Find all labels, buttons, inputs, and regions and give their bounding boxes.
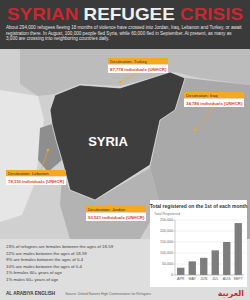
source: Source: United Nations High Commissioner… [65,292,151,296]
callout-label: Destination: Lebanon [8,171,49,176]
grid-line [175,242,244,243]
title: SYRIAN REFUGEE CRISIS [7,5,243,24]
brand-arabic: العربية [218,289,245,298]
callout-text: 34,786 individuals (UNHCR) [186,101,243,106]
map-label: SYRIA [88,134,128,149]
callout-body [6,177,66,186]
demographic-line: 1% females 60+ years of age [6,270,62,275]
brand: AL ARABIYA ENGLISH [6,291,56,296]
y-tick-label: 200,000 [160,229,173,233]
x-axis [175,275,244,276]
grid-line [175,275,244,276]
grid-line [175,264,244,265]
demographic-line: 1% males 60+ years of age [6,277,59,282]
title-word: REFUGEE [78,5,174,24]
callout-header [6,170,66,177]
intro: About 294,000 refugees fleeing 18 months… [6,25,244,42]
callout-body [108,65,168,74]
callout-text: 87,778 individuals (UNHCR) [110,67,167,72]
x-tick-label: AUG [223,277,231,281]
x-tick-label: APR [177,277,185,281]
callout: Destination: Lebanon 78,110 individuals (… [6,149,66,185]
callout: Destination: Jordan 93,521 individuals (U… [86,204,146,221]
grid-line [175,220,244,221]
y-tick-label: 150,000 [160,240,173,244]
callout-dot [119,81,122,84]
chart-background [150,200,247,287]
y-axis-label: Total Registered [154,212,180,216]
callout-body [86,213,146,222]
bar [212,250,219,275]
callout-line [120,73,138,82]
header-band [0,0,250,49]
chart-title: Total registered on the 1st of each mont… [150,203,248,209]
bar [189,261,196,275]
callout-body [184,99,244,108]
demographic-line: 10% are males between the ages of 0-4 [6,264,83,269]
sea [0,90,44,222]
demographic-line: 23% of refugees are females between the … [6,244,114,249]
bar [235,223,242,275]
chart: Total registered on the 1st of each mont… [150,200,248,287]
grid-line [175,253,244,254]
y-axis [175,220,176,275]
x-tick-label: SEPT [234,277,244,281]
y-tick-label: 0 [171,273,173,277]
callout-label: Destination: Turkey [110,59,148,64]
y-tick-label: 50,000 [162,262,173,266]
grid-line [175,231,244,232]
callout: Destination: Turkey 87,778 individuals (U… [108,58,168,83]
demographic-line: 9% are females between the ages of 0-4 [6,257,84,262]
y-tick-label: 250,000 [160,218,173,222]
callout-label: Destination: Jordan [88,207,126,212]
callout-text: 93,521 individuals (UNHCR) [88,215,145,220]
x-tick-label: MAY [188,277,196,281]
x-tick-label: JUL [212,277,218,281]
callout-dot [47,149,50,152]
bars [177,223,242,275]
x-tick-label: JUN [200,277,207,281]
bar [177,268,184,275]
bar [200,258,207,275]
title-word: CRISIS [175,5,243,24]
callout-text: 78,110 individuals (UNHCR) [8,179,65,184]
title-word: SYRIAN [7,5,78,24]
callout-header [108,58,168,65]
y-tick-label: 100,000 [160,251,173,255]
callout-header [86,206,146,213]
demographic-line: 22% are males between the ages of 18-59 [6,251,87,256]
callout-header [184,92,244,99]
bar [223,242,230,275]
callout-dot [109,204,112,207]
syria [50,72,185,200]
callout-line [195,107,214,130]
callout-dot [194,129,197,132]
callout-label: Destination: Iraq [186,93,218,98]
callout: Destination: Iraq 34,786 individuals (UNH… [184,92,244,131]
